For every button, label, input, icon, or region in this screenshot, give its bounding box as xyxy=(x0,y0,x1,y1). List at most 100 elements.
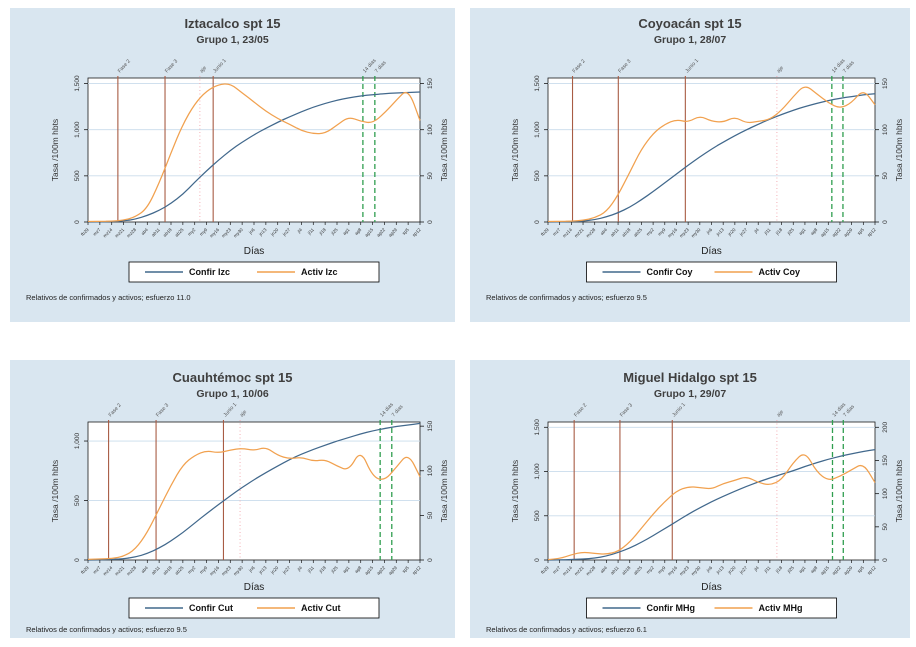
chart-title: Cuauhtémoc spt 15 xyxy=(173,370,293,385)
refline-label: aje xyxy=(776,65,785,74)
x-tick-label: jl4 xyxy=(296,565,304,573)
x-axis-label: Días xyxy=(244,582,265,593)
x-tick-label: jl11 xyxy=(763,565,772,574)
legend-box xyxy=(128,261,380,283)
x-tick-label: jn20 xyxy=(726,227,737,238)
x-tick-label: mz21 xyxy=(573,565,585,577)
x-tick-label: ab4 xyxy=(599,227,608,236)
y-axis-title-left: Tasa /100m hbts xyxy=(50,460,60,522)
x-tick-label: jl11 xyxy=(306,227,315,236)
x-tick-label: jn13 xyxy=(715,565,726,576)
x-tick-label: ag8 xyxy=(354,565,363,574)
x-tick-label: sp12 xyxy=(866,227,877,238)
x-tick-label: jn27 xyxy=(281,227,292,238)
y-tick-label-right: 50 xyxy=(427,172,434,180)
confirmed-series-line xyxy=(547,93,876,223)
x-tick-label: my16 xyxy=(667,565,679,577)
x-axis-label: Días xyxy=(244,246,265,257)
y-tick-label-left: 500 xyxy=(74,170,81,181)
x-tick-label: my2 xyxy=(645,227,655,237)
x-tick-label: ab11 xyxy=(150,565,161,576)
x-tick-label: mz7 xyxy=(92,227,102,237)
x-tick-label: jl11 xyxy=(306,565,315,574)
confirmed-series-line xyxy=(547,448,876,561)
x-tick-label: jl18 xyxy=(774,565,784,575)
x-tick-label: ab18 xyxy=(162,565,173,576)
x-tick-label: ag1 xyxy=(342,227,351,236)
refline-label: Junio 1 xyxy=(222,402,238,419)
x-tick-label: mz21 xyxy=(114,565,126,577)
y-axis-title-right: Tasa /100m hbts xyxy=(439,119,449,181)
x-axis-label: Días xyxy=(701,582,722,593)
x-tick-label: jl4 xyxy=(752,227,760,235)
y-tick-label-left: 0 xyxy=(534,220,541,224)
legend-label: Activ Izc xyxy=(301,267,338,277)
x-tick-label: ag8 xyxy=(809,565,818,574)
x-tick-label: ag15 xyxy=(819,227,830,238)
x-tick-label: jn13 xyxy=(715,227,726,238)
x-tick-label: ab18 xyxy=(621,227,632,238)
x-tick-label: ag22 xyxy=(831,565,842,576)
x-tick-label: jn27 xyxy=(738,565,749,576)
x-tick-label: my9 xyxy=(657,565,667,575)
refline-label: aje xyxy=(239,409,248,418)
x-tick-label: mz14 xyxy=(102,227,114,239)
x-tick-label: ag22 xyxy=(831,227,842,238)
x-tick-label: jl18 xyxy=(318,227,328,237)
x-tick-label: sp12 xyxy=(411,565,422,576)
x-tick-label: my30 xyxy=(233,227,245,239)
x-tick-label: jn20 xyxy=(269,565,280,576)
x-tick-label: jl18 xyxy=(318,565,328,575)
x-tick-label: mz21 xyxy=(114,227,126,239)
x-tick-label: jn13 xyxy=(257,227,268,238)
chart-subtitle: Grupo 1, 28/07 xyxy=(654,34,727,46)
x-tick-label: mz14 xyxy=(102,565,114,577)
refline-label: Junio 1 xyxy=(671,402,687,419)
plot-area xyxy=(547,421,876,561)
y-tick-label-right: 0 xyxy=(882,220,889,224)
legend-label: Activ MHg xyxy=(759,603,803,613)
x-tick-label: my23 xyxy=(221,565,233,577)
x-tick-label: ab4 xyxy=(140,227,149,236)
y-tick-label-right: 50 xyxy=(882,172,889,180)
x-tick-label: ab11 xyxy=(609,227,620,238)
y-tick-label-right: 150 xyxy=(427,78,434,89)
x-tick-label: ag29 xyxy=(843,565,854,576)
x-tick-label: ag29 xyxy=(843,227,854,238)
y-axis-title-right: Tasa /100m hbts xyxy=(439,460,449,522)
x-tick-label: fb29 xyxy=(540,565,550,575)
x-tick-label: ag22 xyxy=(376,227,387,238)
x-tick-label: ag8 xyxy=(354,227,363,236)
refline-label: Fase 2 xyxy=(573,402,588,418)
x-tick-label: my30 xyxy=(233,565,245,577)
confirmed-series-line xyxy=(87,91,421,223)
x-tick-label: ag29 xyxy=(387,565,398,576)
y-tick-label-right: 100 xyxy=(427,465,434,476)
y-tick-label-left: 1,000 xyxy=(74,121,81,138)
chart-subtitle: Grupo 1, 10/06 xyxy=(196,388,269,400)
x-tick-label: sp12 xyxy=(866,565,877,576)
x-tick-label: jn20 xyxy=(726,565,737,576)
x-tick-label: ab25 xyxy=(174,565,185,576)
chart-canvas: Coyoacán spt 15 Grupo 1, 28/07 Fase 2 Fase … xyxy=(486,16,904,302)
refline-label: Junio 1 xyxy=(212,58,228,75)
x-tick-label: mz28 xyxy=(585,227,597,239)
x-tick-label: ag1 xyxy=(342,565,351,574)
x-tick-label: my30 xyxy=(690,227,702,239)
y-tick-label-left: 1,000 xyxy=(534,121,541,138)
y-tick-label-left: 1,500 xyxy=(74,75,81,92)
chart-title: Miguel Hidalgo spt 15 xyxy=(623,370,757,385)
legend-box xyxy=(586,597,837,619)
x-tick-label: mz7 xyxy=(552,565,562,575)
y-tick-label-right: 200 xyxy=(882,422,889,433)
y-tick-label-right: 0 xyxy=(882,558,889,562)
chart-canvas: Miguel Hidalgo spt 15 Grupo 1, 29/07 Fase … xyxy=(486,370,904,634)
legend-label: Activ Coy xyxy=(759,267,801,277)
y-tick-label-left: 500 xyxy=(534,170,541,181)
x-tick-label: ag29 xyxy=(387,227,398,238)
chart-panel: Miguel Hidalgo spt 15 Grupo 1, 29/07 Fase … xyxy=(470,360,910,638)
legend-box xyxy=(586,261,837,283)
y-tick-label-left: 1,000 xyxy=(74,433,81,450)
x-tick-label: ab11 xyxy=(609,565,620,576)
footnote: Relativos de confirmados y activos; esfu… xyxy=(26,293,191,302)
